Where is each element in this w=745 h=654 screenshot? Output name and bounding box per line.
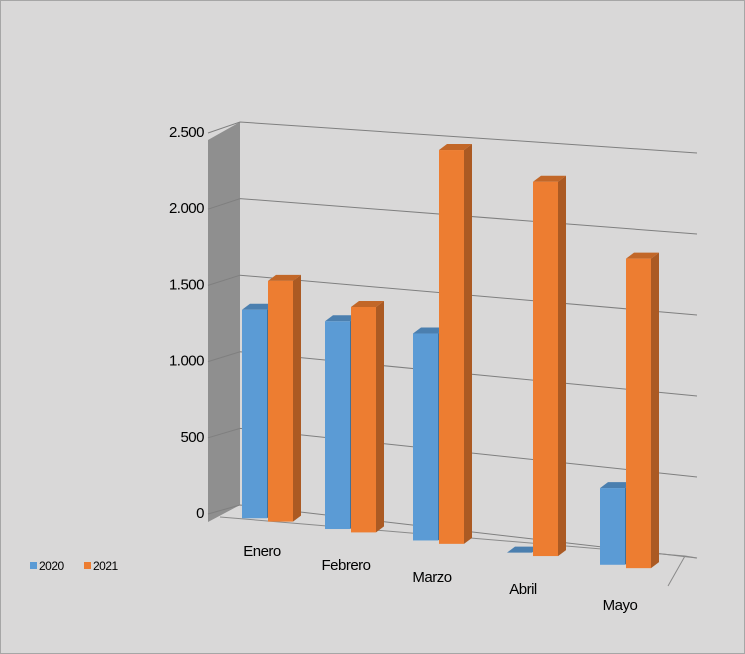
bar-top bbox=[242, 303, 275, 310]
bar bbox=[533, 175, 566, 557]
bar-top bbox=[413, 327, 446, 334]
bar-front bbox=[439, 150, 464, 544]
bar bbox=[626, 252, 659, 569]
grid-line bbox=[207, 121, 698, 154]
bar-top bbox=[533, 175, 566, 182]
legend: 2020 2021 bbox=[30, 559, 119, 573]
x-tick-label: Febrero bbox=[321, 557, 370, 574]
x-tick-label: Mayo bbox=[603, 597, 638, 614]
y-tick-label: 1.500 bbox=[169, 276, 204, 293]
y-tick-label: 2.000 bbox=[169, 200, 204, 217]
bar bbox=[439, 144, 472, 544]
bar-top bbox=[626, 252, 659, 259]
bar bbox=[507, 546, 540, 553]
bar bbox=[268, 274, 301, 522]
legend-swatch bbox=[84, 562, 91, 569]
legend-label: 2021 bbox=[93, 559, 119, 573]
x-tick-label: Enero bbox=[243, 543, 281, 560]
bar-side bbox=[464, 144, 472, 544]
bar bbox=[351, 300, 384, 533]
bar-front bbox=[351, 306, 376, 533]
y-tick-label: 500 bbox=[180, 429, 204, 446]
bar-top bbox=[268, 274, 301, 281]
legend-swatch bbox=[30, 562, 37, 569]
floor-edge bbox=[667, 555, 686, 587]
bar-front bbox=[413, 333, 438, 541]
legend-label: 2020 bbox=[39, 559, 65, 573]
bar-side bbox=[651, 252, 659, 569]
bar-top bbox=[439, 144, 472, 151]
left-wall bbox=[208, 122, 240, 522]
bar-top bbox=[507, 546, 540, 553]
bar-front bbox=[325, 321, 350, 530]
bar-front bbox=[268, 280, 293, 522]
y-tick-label: 0 bbox=[196, 505, 204, 522]
bar-side bbox=[293, 274, 301, 522]
bar-top bbox=[351, 300, 384, 307]
bar-top bbox=[600, 482, 633, 489]
bar-side bbox=[558, 175, 566, 557]
bar-front bbox=[600, 488, 625, 565]
y-tick-label: 2.500 bbox=[169, 124, 204, 141]
labels: 0 500 1.000 1.500 2.000 2.500 Enero Febrero Marz… bbox=[169, 124, 638, 614]
y-tick-label: 1.000 bbox=[169, 353, 204, 370]
bar-side bbox=[376, 300, 384, 533]
x-tick-label: Abril bbox=[509, 581, 537, 598]
bar-top bbox=[325, 315, 358, 322]
x-tick-label: Marzo bbox=[412, 569, 451, 586]
floor-edge bbox=[684, 555, 698, 559]
bar-front bbox=[242, 309, 267, 519]
bars bbox=[242, 144, 659, 569]
bar-front bbox=[533, 181, 558, 557]
bar-front bbox=[626, 258, 651, 569]
